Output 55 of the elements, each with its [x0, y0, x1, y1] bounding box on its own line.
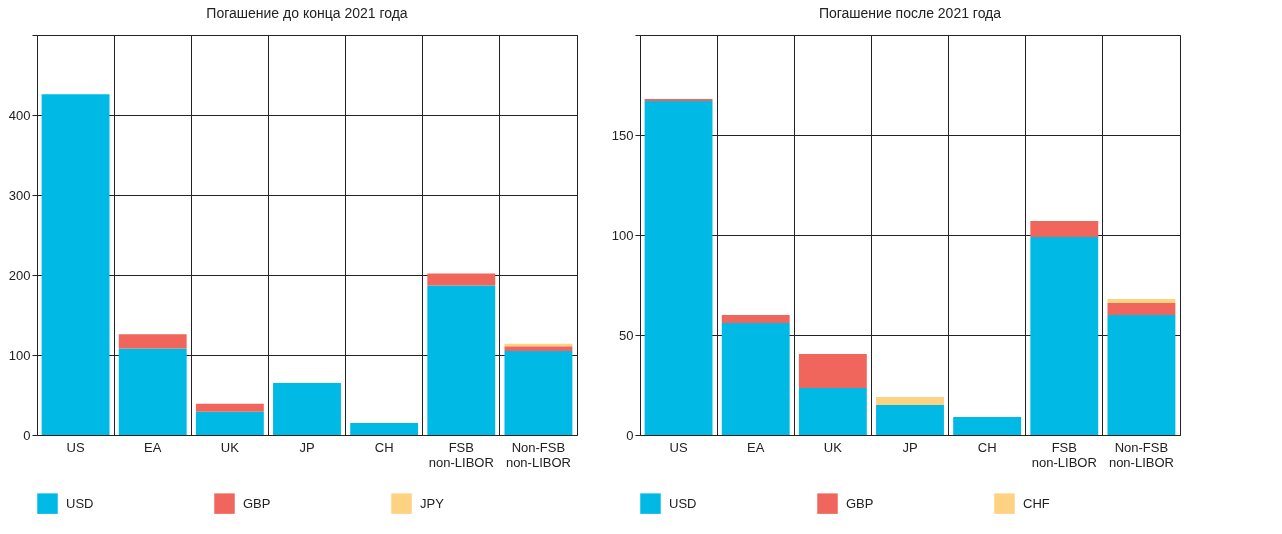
y-tick-label: 200 — [8, 267, 31, 283]
bar — [721, 323, 790, 435]
y-tick-label: 400 — [8, 107, 31, 123]
bar — [504, 346, 573, 351]
bar — [876, 405, 944, 435]
x-tick-label: JP — [299, 439, 315, 455]
bar — [798, 388, 867, 435]
y-tick-label: 300 — [8, 187, 31, 203]
bar — [1107, 303, 1176, 315]
bar — [195, 411, 264, 435]
chart-title: Погашение после 2021 года — [818, 4, 1002, 21]
x-tick-label: EA — [747, 439, 765, 455]
bar — [427, 273, 496, 286]
y-tick-label: 150 — [611, 127, 634, 143]
legend-label: JPY — [420, 495, 445, 511]
bar — [721, 315, 790, 323]
y-tick-label: 100 — [8, 347, 31, 363]
x-tick-label: CH — [977, 439, 997, 455]
x-tick-label: FSB non-LIBOR — [428, 439, 494, 470]
x-tick-label: UK — [823, 439, 843, 455]
bar — [118, 348, 187, 435]
legend-label: CHF — [1023, 495, 1050, 511]
bar — [273, 383, 341, 435]
legend-label: GBP — [846, 495, 874, 511]
y-tick-label: 50 — [619, 327, 634, 343]
x-tick-label: EA — [144, 439, 162, 455]
x-tick-label: US — [66, 439, 85, 455]
x-tick-label: CH — [374, 439, 394, 455]
bar — [350, 423, 419, 435]
y-tick-label: 0 — [626, 427, 634, 443]
bar — [1030, 237, 1099, 435]
x-tick-label: Non-FSB non-LIBOR — [505, 439, 571, 470]
legend-label: GBP — [243, 495, 271, 511]
x-tick-label: US — [669, 439, 688, 455]
x-tick-label: UK — [220, 439, 240, 455]
x-tick-label: JP — [902, 439, 918, 455]
x-tick-label: FSB non-LIBOR — [1031, 439, 1097, 470]
bar — [953, 417, 1022, 435]
bar — [798, 354, 867, 388]
bar — [195, 403, 264, 412]
bar — [41, 94, 110, 435]
bar — [504, 351, 573, 435]
bar — [1107, 299, 1176, 303]
bar — [1030, 221, 1099, 237]
y-tick-label: 0 — [23, 427, 31, 443]
legend-label: USD — [669, 495, 697, 511]
bar — [118, 334, 187, 349]
bar — [1107, 315, 1176, 435]
bar — [644, 101, 713, 435]
legend-label: USD — [66, 495, 94, 511]
y-tick-label: 100 — [611, 227, 634, 243]
bar — [427, 285, 496, 435]
chart-title: Погашение до конца 2021 года — [206, 4, 408, 21]
x-tick-label: Non-FSB non-LIBOR — [1108, 439, 1174, 470]
bar — [876, 397, 944, 405]
